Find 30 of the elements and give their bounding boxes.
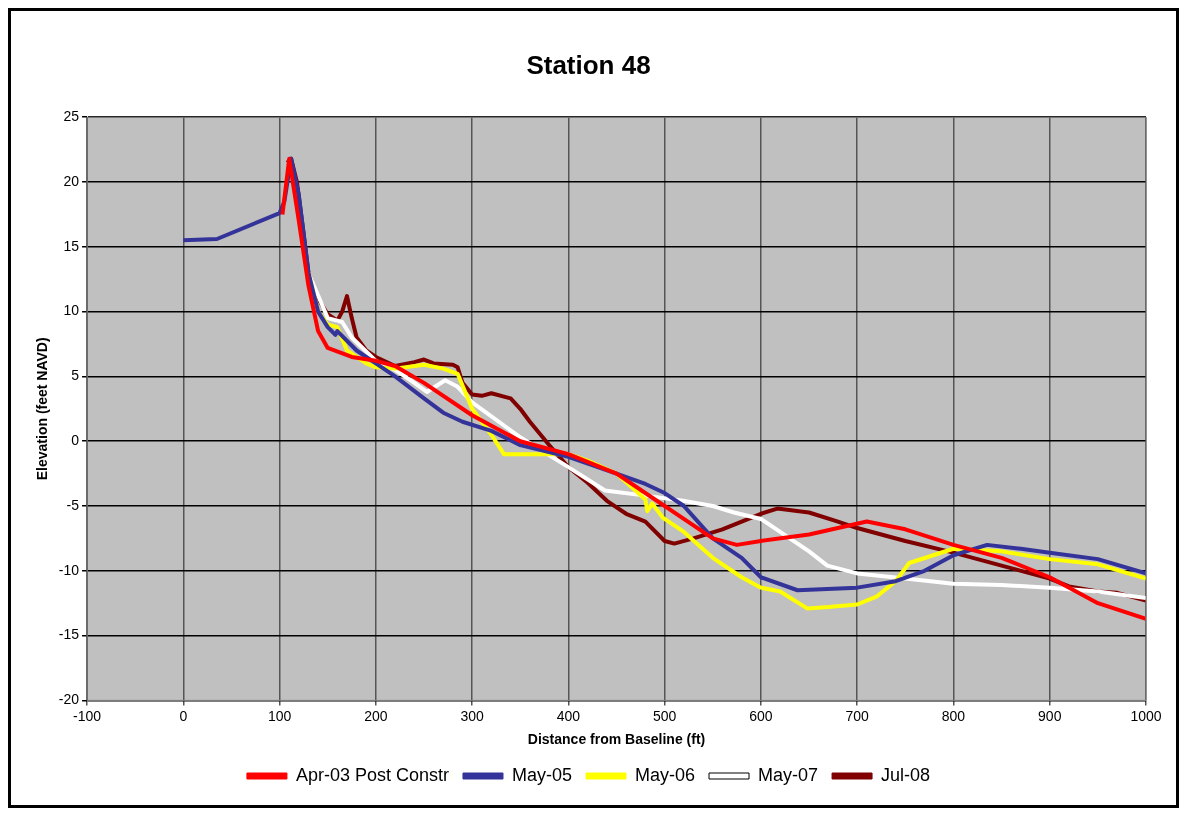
- y-tick-label: 10: [63, 302, 80, 319]
- x-tick-label: 500: [652, 707, 677, 724]
- y-tick-label: 25: [63, 108, 80, 125]
- y-tick-label: 0: [71, 432, 80, 449]
- legend-label: May-06: [635, 764, 696, 785]
- legend-label: Jul-08: [881, 764, 931, 785]
- x-tick-label: 300: [460, 707, 485, 724]
- legend-label: May-05: [511, 764, 573, 785]
- x-axis-title: Distance from Baseline (ft): [527, 731, 706, 748]
- x-tick-label: 800: [941, 707, 966, 724]
- y-tick-label: 5: [71, 367, 80, 384]
- x-tick-label: 0: [179, 707, 188, 724]
- y-tick-label: 20: [63, 172, 80, 189]
- legend-label: Apr-03 Post Constr: [295, 764, 449, 785]
- x-tick-label: 400: [556, 707, 581, 724]
- y-axis-title: Elevation (feet NAVD): [34, 337, 51, 481]
- y-tick-label: -5: [66, 496, 80, 513]
- x-tick-label: -100: [73, 707, 102, 724]
- chart-title: Station 48: [526, 49, 651, 80]
- y-tick-label: 15: [63, 237, 80, 254]
- x-tick-label: 200: [364, 707, 388, 724]
- y-tick-label: -20: [58, 691, 80, 708]
- y-tick-label: -15: [58, 626, 80, 643]
- x-tick-label: 600: [749, 707, 773, 724]
- legend-label: May-07: [758, 764, 819, 785]
- x-tick-label: 900: [1038, 707, 1062, 724]
- x-tick-label: 700: [845, 707, 870, 724]
- x-tick-label: 100: [267, 707, 292, 724]
- y-tick-label: -10: [58, 561, 80, 578]
- x-tick-label: 1000: [1130, 707, 1162, 724]
